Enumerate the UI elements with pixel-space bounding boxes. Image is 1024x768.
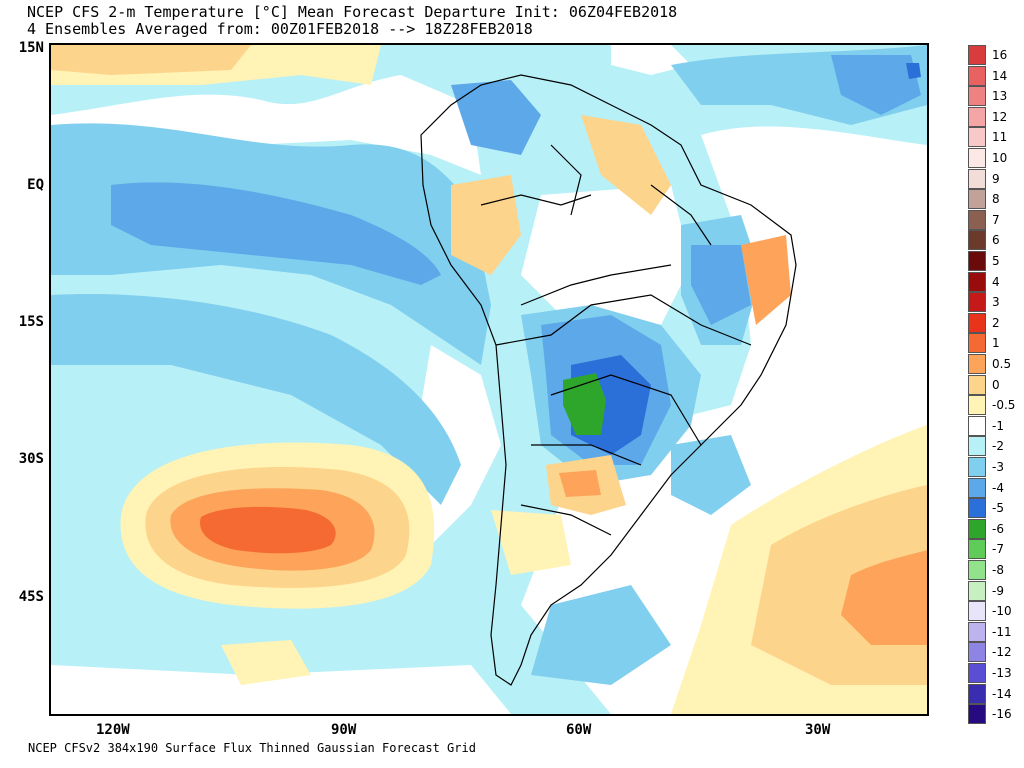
legend-swatch (968, 168, 986, 189)
legend-label: -10 (992, 604, 1012, 619)
legend-swatch (968, 354, 986, 374)
legend-label: 10 (992, 151, 1008, 165)
legend-label: 13 (992, 89, 1008, 104)
legend-swatch (968, 704, 986, 725)
legend-swatch (968, 333, 986, 354)
legend-label: -4 (992, 480, 1004, 495)
legend-swatch (968, 45, 986, 65)
legend-label: -16 (992, 707, 1012, 722)
nw-warm-anomaly (51, 45, 381, 85)
legend-swatch (968, 374, 986, 395)
land-warm-anomalies (221, 115, 791, 685)
legend-label: 7 (992, 212, 1000, 227)
lat-label-eq: EQ (27, 177, 44, 193)
neg4-regions (563, 373, 606, 435)
legend-swatch (968, 230, 986, 251)
legend-swatch (968, 560, 986, 580)
legend-swatch (968, 498, 986, 519)
legend-label: -8 (992, 563, 1004, 577)
legend-label: 6 (992, 233, 1000, 248)
map-subtitle: 4 Ensembles Averaged from: 00Z01FEB2018 … (27, 20, 533, 38)
legend-label: 0.5 (992, 357, 1012, 371)
atlantic-warm-anomaly (671, 425, 927, 714)
legend-swatch (968, 292, 986, 313)
legend-label: -13 (992, 666, 1012, 680)
legend-swatch (968, 621, 986, 642)
lat-label-15n: 15N (18, 40, 44, 56)
legend-swatch (968, 86, 986, 107)
legend-swatch (968, 127, 986, 148)
legend-swatch (968, 106, 986, 127)
legend-swatch (968, 601, 986, 622)
legend-label: -1 (992, 418, 1004, 433)
legend-label: -6 (992, 521, 1004, 536)
legend-label: -11 (992, 624, 1012, 639)
legend-swatch (968, 580, 986, 601)
legend-label: -7 (992, 542, 1004, 557)
legend-label: -14 (992, 686, 1012, 701)
lon-label-90w: 90W (331, 722, 357, 738)
legend-swatch (968, 539, 986, 560)
legend-swatch (968, 436, 986, 457)
legend-label: 3 (992, 295, 1000, 310)
lon-label-120w: 120W (96, 722, 130, 738)
legend-label: 5 (992, 254, 1000, 268)
legend-label: 14 (992, 68, 1008, 83)
legend-label: -2 (992, 439, 1004, 454)
pacific-warm-anomaly (120, 442, 435, 609)
legend-swatch (968, 209, 986, 230)
legend-swatch (968, 148, 986, 168)
lon-label-60w: 60W (566, 722, 592, 738)
legend-label: 9 (992, 171, 1000, 186)
legend-swatch (968, 189, 986, 210)
legend-swatch (968, 663, 986, 683)
map-title: NCEP CFS 2-m Temperature [°C] Mean Forec… (27, 3, 678, 21)
legend-label: 0 (992, 377, 1000, 392)
legend-swatch (968, 312, 986, 333)
legend-swatch (968, 518, 986, 539)
legend-label: 4 (992, 274, 1000, 289)
legend-swatch (968, 457, 986, 477)
legend-swatch (968, 395, 986, 416)
legend-label: 12 (992, 109, 1008, 124)
lon-label-30w: 30W (805, 722, 831, 738)
legend-swatch (968, 271, 986, 292)
legend-swatch (968, 415, 986, 436)
legend-label: 11 (992, 130, 1008, 145)
legend-swatch (968, 251, 986, 271)
legend-label: 16 (992, 48, 1008, 62)
lat-label-30s: 30S (18, 451, 44, 467)
legend-label: -12 (992, 645, 1012, 660)
legend-swatch (968, 642, 986, 663)
lat-label-15s: 15S (18, 314, 44, 330)
legend-label: 2 (992, 315, 1000, 330)
legend-label: -5 (992, 501, 1004, 516)
legend-label: -9 (992, 583, 1004, 598)
legend-label: -0.5 (992, 398, 1016, 413)
temperature-anomaly-map (51, 45, 927, 714)
legend-swatch (968, 683, 986, 704)
footer-note: NCEP CFSv2 384x190 Surface Flux Thinned … (28, 741, 476, 755)
country-borders (420, 74, 797, 686)
legend-label: -3 (992, 460, 1004, 474)
legend-swatch (968, 477, 986, 498)
legend-label: 8 (992, 192, 1000, 207)
lat-label-45s: 45S (18, 589, 44, 605)
map-panel (49, 43, 929, 716)
legend-label: 1 (992, 336, 1000, 351)
legend-swatch (968, 65, 986, 86)
